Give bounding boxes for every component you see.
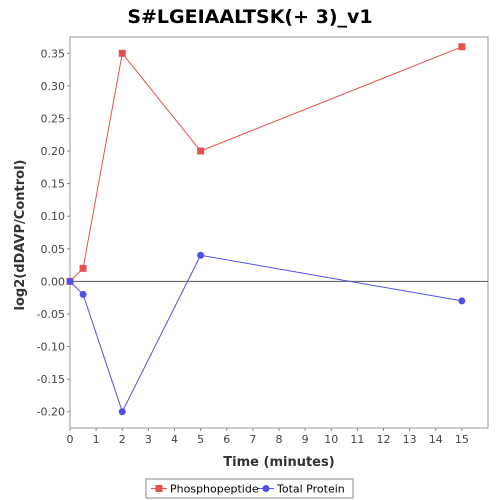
x-tick-label: 2 [119,433,126,446]
x-tick-label: 6 [223,433,230,446]
y-tick-label: -0.10 [37,341,65,354]
x-tick-label: 4 [171,433,178,446]
x-tick-label: 9 [302,433,309,446]
y-tick-label: 0.30 [41,80,66,93]
data-point-phosphopeptide [79,264,87,272]
x-tick-label: 7 [249,433,256,446]
x-tick-label: 13 [403,433,417,446]
y-axis-title: log2(dDAVP/Control) [13,160,28,311]
y-tick-label: 0.10 [41,210,66,223]
data-point-total-protein [197,251,205,259]
x-tick-label: 0 [67,433,74,446]
x-tick-label: 8 [276,433,283,446]
x-tick-label: 10 [324,433,338,446]
x-axis-title: Time (minutes) [223,455,334,470]
x-tick-label: 12 [377,433,391,446]
y-tick-label: 0.05 [41,243,66,256]
legend-box [145,478,354,499]
x-tick-label: 14 [429,433,443,446]
x-tick-label: 5 [197,433,204,446]
plot-area: -0.20 -0.15 -0.10 -0.05 0.00 0.05 0.10 0.15 0.20… [37,36,489,446]
y-tick-label: -0.15 [37,373,65,386]
x-tick-label: 3 [145,433,152,446]
y-tick-label: 0.35 [41,47,66,60]
data-point-phosphopeptide [197,147,205,155]
legend-marker-total-protein [262,485,270,492]
legend-label-phosphopeptide: Phosphopeptide [170,483,259,496]
data-point-total-protein [66,277,74,285]
data-point-total-protein [118,408,126,416]
data-point-phosphopeptide [458,43,466,51]
legend: Phosphopeptide Total Protein [145,478,354,499]
data-point-total-protein [458,297,466,305]
legend-marker-phosphopeptide [155,485,163,492]
y-tick-label: -0.05 [37,308,65,321]
y-tick-label: 0.20 [41,145,66,158]
y-tick-label: 0.00 [41,275,66,288]
y-tick-label: 0.15 [41,178,66,191]
y-tick-label: -0.20 [37,406,65,419]
data-point-phosphopeptide [118,49,126,57]
x-tick-label: 11 [350,433,364,446]
plot-frame [69,36,489,429]
chart-title: S#LGEIAALTSK(+ 3)_v1 [127,6,372,28]
y-tick-label: 0.25 [41,112,66,125]
x-tick-label: 1 [93,433,100,446]
data-point-total-protein [79,290,87,298]
legend-label-total-protein: Total Protein [276,483,345,496]
x-tick-label: 15 [455,433,469,446]
